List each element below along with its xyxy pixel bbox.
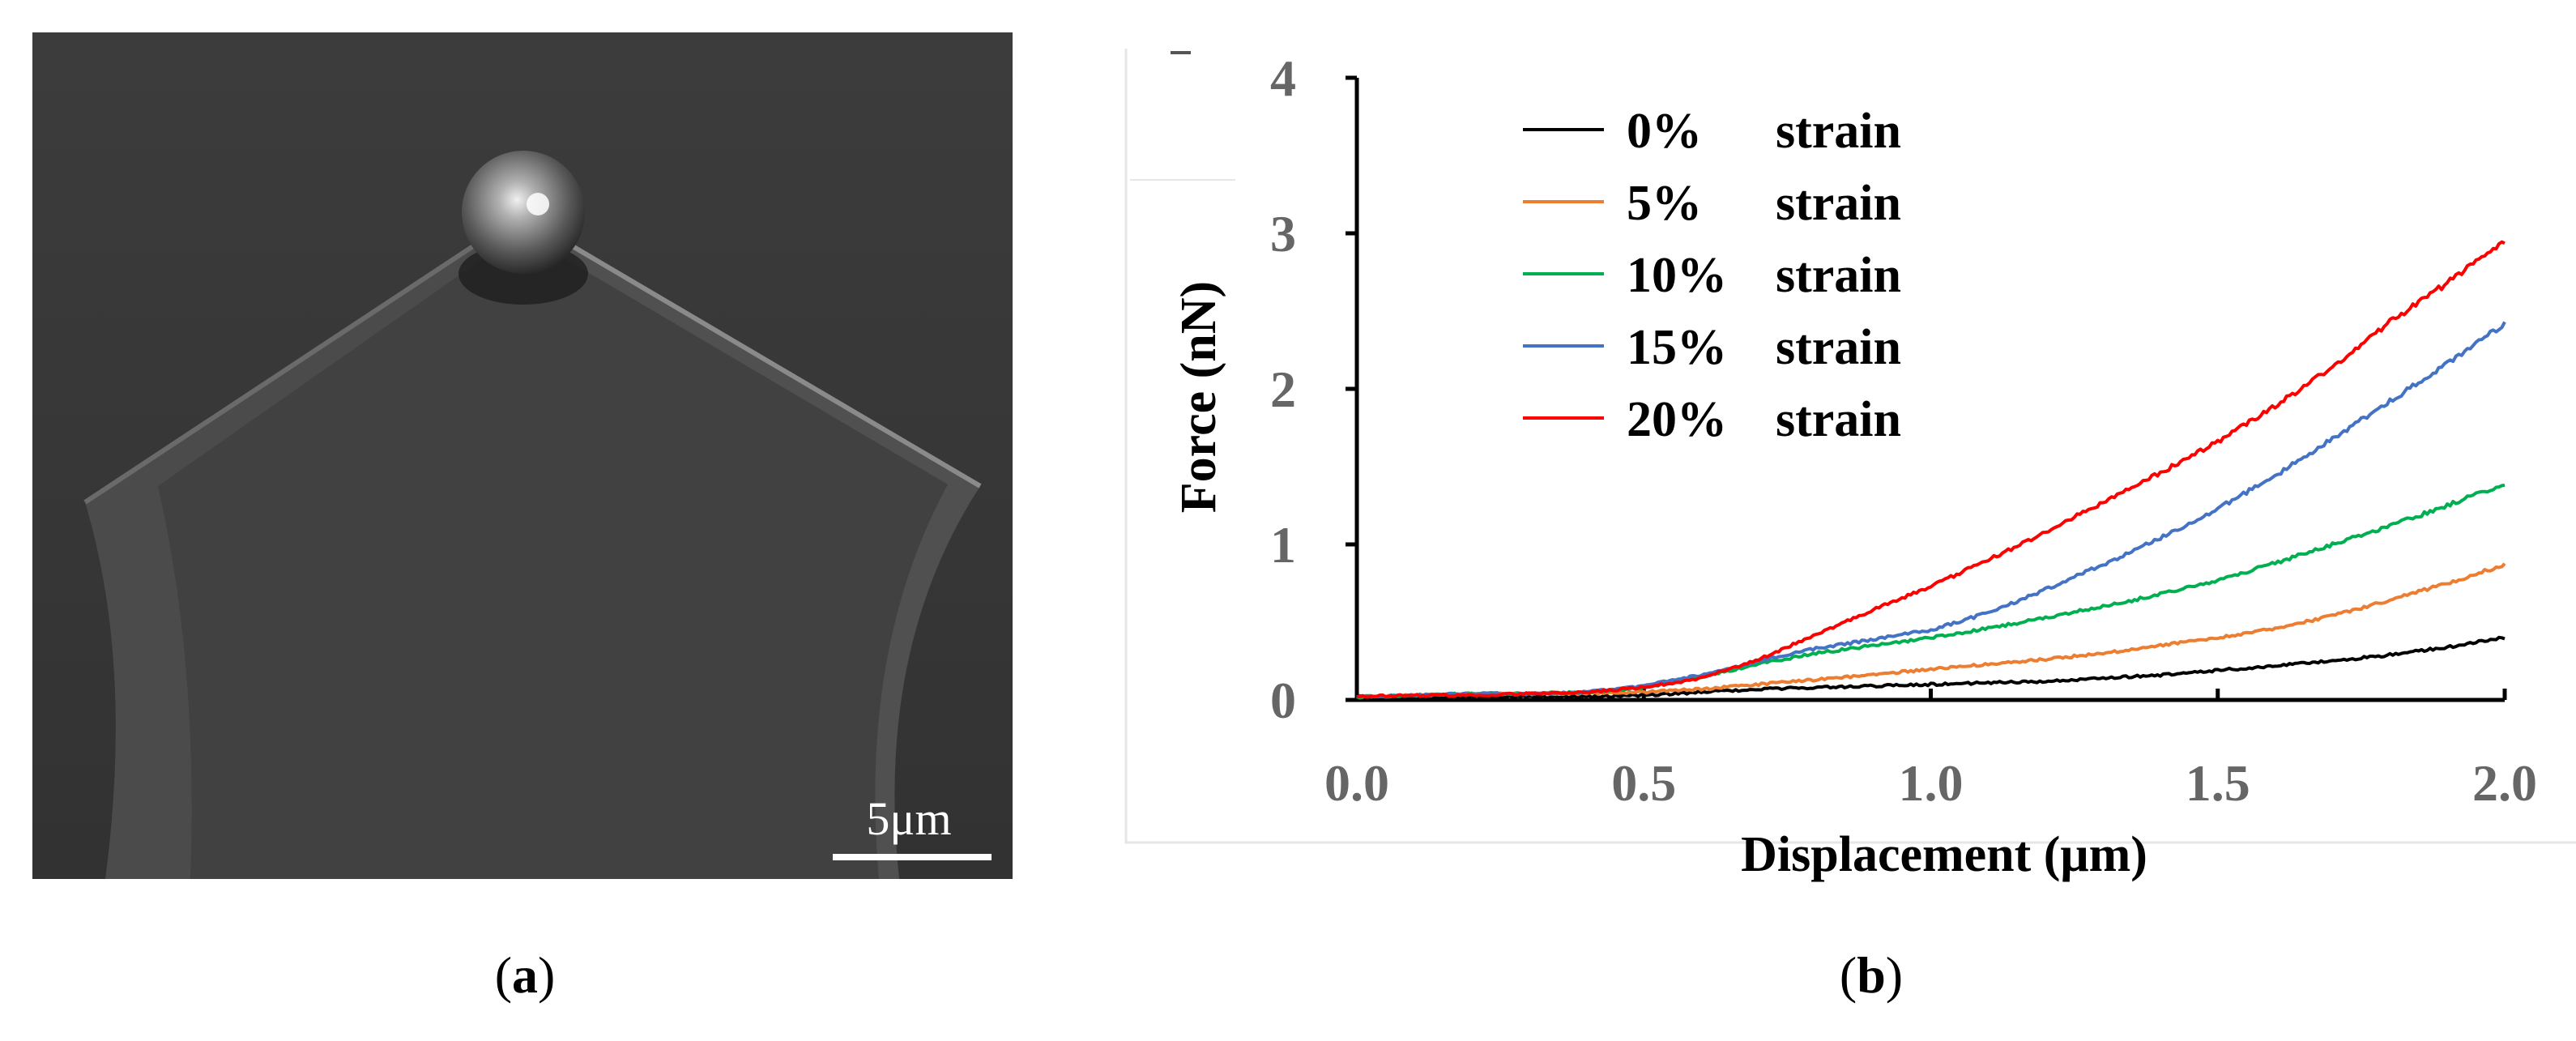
legend-label: 5% — [1627, 176, 1702, 231]
scale-bar-label: 5μm — [866, 792, 951, 845]
cantilever-left-edge — [85, 243, 484, 879]
y-axis-label: Force (nN) — [1171, 281, 1226, 513]
series-line-10pct — [1356, 483, 2506, 700]
y-tick-label: 4 — [1270, 49, 1296, 107]
chart-frame-border — [1124, 49, 2576, 844]
legend-suffix: strain — [1776, 248, 1901, 303]
series-line-20pct — [1356, 240, 2506, 699]
legend-label: 10% — [1627, 248, 1727, 303]
legend: 0% strain 5% strain 10% strain 15% strain 20% str… — [1523, 104, 1901, 447]
sem-image-panel: 5μm — [32, 32, 1013, 879]
y-tick-label: 2 — [1270, 361, 1296, 418]
legend-suffix: strain — [1776, 104, 1901, 159]
x-tick-label: 1.0 — [1899, 754, 1964, 812]
series-line-0pct — [1355, 635, 2506, 700]
legend-suffix: strain — [1776, 320, 1901, 375]
scale-bar — [833, 854, 992, 860]
series-line-15pct — [1356, 321, 2506, 699]
x-tick-label: 0.0 — [1324, 754, 1389, 812]
y-tick-label: 3 — [1270, 205, 1296, 262]
legend-label: 15% — [1627, 320, 1727, 375]
x-tick-label: 2.0 — [2472, 754, 2537, 812]
y-tick-label: 0 — [1270, 672, 1296, 729]
legend-suffix: strain — [1776, 392, 1901, 447]
cantilever-right-edge — [563, 243, 980, 879]
cantilever-body — [85, 243, 980, 879]
data-series — [1355, 240, 2506, 700]
x-tick-label: 1.5 — [2186, 754, 2250, 812]
x-axis-ticks: 0.0 0.5 1.0 1.5 2.0 — [1324, 689, 2537, 812]
panel-label-a: (a) — [495, 946, 556, 1004]
y-axis-ticks: 0 1 2 3 4 — [1270, 49, 1357, 729]
legend-suffix: strain — [1776, 176, 1901, 231]
legend-label: 0% — [1627, 104, 1702, 159]
x-tick-label: 0.5 — [1611, 754, 1676, 812]
microsphere — [462, 151, 585, 274]
y-tick-label: 1 — [1270, 516, 1296, 574]
microsphere-highlight — [527, 193, 549, 215]
x-axis-label: Displacement (μm) — [1741, 827, 2147, 882]
chart-panel: 0 1 2 3 4 0.0 0.5 1.0 1.5 2.0 0% strain 5% strain 10… — [1124, 49, 2576, 882]
cantilever-ridge-left — [83, 241, 480, 505]
panel-label-b: (b) — [1840, 946, 1903, 1004]
legend-label: 20% — [1627, 392, 1727, 447]
cantilever-ridge-right — [565, 241, 982, 489]
